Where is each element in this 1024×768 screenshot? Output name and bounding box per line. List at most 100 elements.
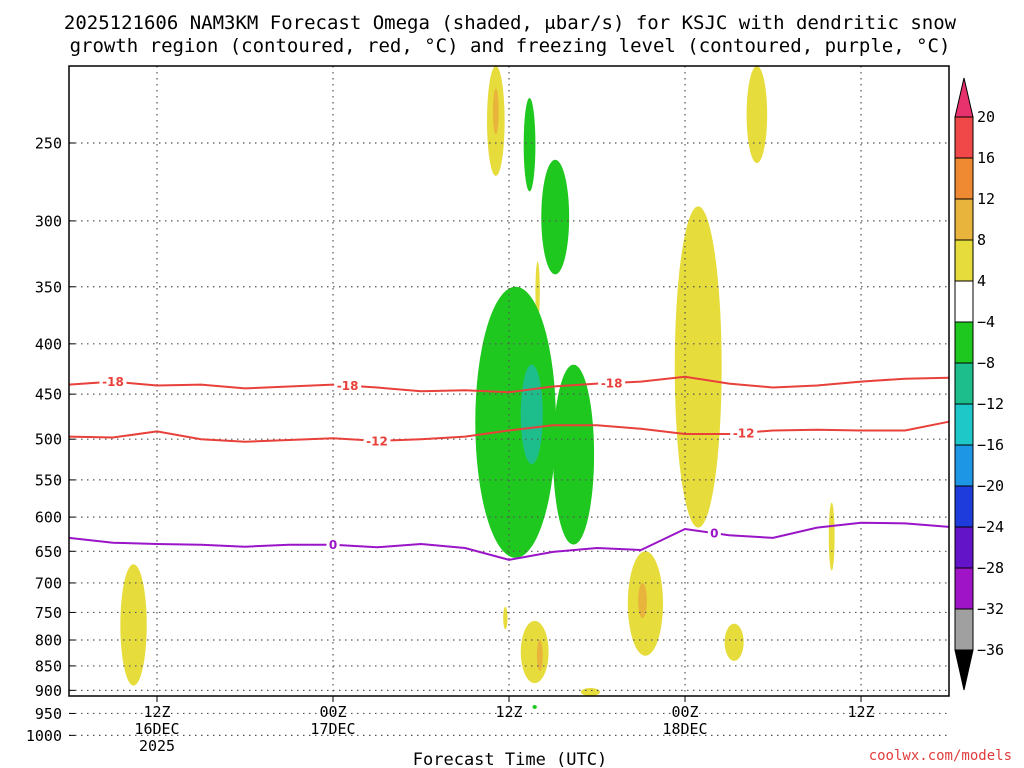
x-tick-label-6-1: 16DEC xyxy=(134,720,179,738)
colorbar-box-4 xyxy=(954,280,974,323)
contour-line-0 xyxy=(68,375,950,394)
colorbar-label-0: 20 xyxy=(977,108,995,126)
omega-region-19 xyxy=(532,704,537,709)
colorbar-box-2 xyxy=(954,198,974,241)
contour-line-1 xyxy=(68,420,950,443)
colorbar-label-8: −16 xyxy=(977,436,1004,454)
contour-label-bg xyxy=(707,526,721,541)
colorbar: 20 16 12 8 4 −4 −8 −12 −16 −20 −24 −28 −32 −36 xyxy=(954,77,1004,691)
y-tick-label-350: 350 xyxy=(35,278,62,296)
plot-area: -18 -18 -18 -12 -12 0 0 xyxy=(68,65,950,736)
contour-label-0-1: -18 xyxy=(337,379,359,393)
y-tick-label-500: 500 xyxy=(35,431,62,449)
colorbar-label-2: 12 xyxy=(977,190,995,208)
colorbar-box-12 xyxy=(954,608,974,651)
x-tick-label-42-0: 00Z xyxy=(671,703,698,721)
contour-line-2 xyxy=(68,521,950,561)
omega-region-2 xyxy=(523,97,536,192)
y-tick-label-600: 600 xyxy=(35,509,62,527)
colorbar-label-4: 4 xyxy=(977,272,986,290)
x-tick-label-18-0: 00Z xyxy=(319,703,346,721)
colorbar-box-7 xyxy=(954,403,974,446)
y-tick-label-550: 550 xyxy=(35,471,62,489)
contour-label-2-1: 0 xyxy=(710,527,718,541)
colorbar-top-arrow xyxy=(954,77,974,118)
colorbar-label-6: −8 xyxy=(977,354,995,372)
y-tick-label-800: 800 xyxy=(35,632,62,650)
colorbar-label-3: 8 xyxy=(977,231,986,249)
omega-region-7 xyxy=(520,364,543,465)
colorbar-label-9: −20 xyxy=(977,477,1004,495)
y-tick-label-750: 750 xyxy=(35,604,62,622)
contour-label-1-1: -12 xyxy=(733,426,755,440)
contour-lines: -18 -18 -18 -12 -12 0 0 xyxy=(68,374,950,561)
colorbar-label-1: 16 xyxy=(977,149,995,167)
colorbar-label-13: −36 xyxy=(977,641,1004,659)
colorbar-box-9 xyxy=(954,485,974,528)
colorbar-label-7: −12 xyxy=(977,395,1004,413)
chart-title-line-2: growth region (contoured, red, °C) and f… xyxy=(70,35,951,57)
x-tick-label-18-1: 17DEC xyxy=(310,720,355,738)
y-tick-label-700: 700 xyxy=(35,574,62,592)
y-tick-label-650: 650 xyxy=(35,543,62,561)
colorbar-label-12: −32 xyxy=(977,600,1004,618)
credit-text: coolwx.com/models xyxy=(869,748,1012,764)
y-tick-label-1000: 1000 xyxy=(26,727,62,745)
y-tick-label-300: 300 xyxy=(35,212,62,230)
colorbar-label-11: −28 xyxy=(977,559,1004,577)
contour-label-2-0: 0 xyxy=(329,538,337,552)
colorbar-box-10 xyxy=(954,526,974,569)
y-axis-ticks: 250 300 350 400 450 500 550 600 650 700 750 800 850 9… xyxy=(26,135,75,745)
x-tick-label-6-0: 12Z xyxy=(143,703,170,721)
omega-shading xyxy=(120,66,835,709)
grid-lines xyxy=(69,66,949,736)
omega-region-3 xyxy=(541,159,570,275)
omega-region-10 xyxy=(120,564,147,686)
y-tick-label-450: 450 xyxy=(35,386,62,404)
contour-label-bg xyxy=(363,433,391,448)
colorbar-box-11 xyxy=(954,567,974,610)
y-tick-label-950: 950 xyxy=(35,705,62,723)
omega-region-14 xyxy=(536,640,543,671)
omega-region-1 xyxy=(492,88,499,135)
x-tick-label-42-1: 18DEC xyxy=(662,720,707,738)
colorbar-bottom-arrow xyxy=(954,649,974,691)
colorbar-box-1 xyxy=(954,157,974,200)
contour-label-bg xyxy=(334,378,362,393)
omega-region-6 xyxy=(475,286,556,558)
omega-region-8 xyxy=(553,364,595,545)
colorbar-label-5: −4 xyxy=(977,313,995,331)
y-tick-label-900: 900 xyxy=(35,682,62,700)
omega-region-18 xyxy=(503,606,508,630)
colorbar-box-0 xyxy=(954,116,974,159)
contour-label-bg xyxy=(598,375,626,390)
omega-region-12 xyxy=(638,582,647,619)
contour-label-1-0: -12 xyxy=(366,434,388,448)
omega-region-9 xyxy=(674,206,722,528)
omega-region-13 xyxy=(520,620,549,684)
contour-label-bg xyxy=(326,537,340,552)
y-tick-label-400: 400 xyxy=(35,335,62,353)
colorbar-box-5 xyxy=(954,321,974,364)
y-tick-label-850: 850 xyxy=(35,657,62,675)
omega-region-5 xyxy=(746,66,768,164)
colorbar-box-8 xyxy=(954,444,974,487)
chart-title-line-1: 2025121606 NAM3KM Forecast Omega (shaded… xyxy=(64,12,957,34)
x-tick-label-30-0: 12Z xyxy=(495,703,522,721)
colorbar-box-6 xyxy=(954,362,974,405)
contour-label-0-2: -18 xyxy=(601,376,623,390)
contour-label-bg xyxy=(99,374,127,389)
colorbar-box-3 xyxy=(954,239,974,282)
omega-region-17 xyxy=(580,687,600,696)
contour-label-0-0: -18 xyxy=(102,375,124,389)
omega-region-16 xyxy=(828,502,835,571)
omega-region-15 xyxy=(724,623,744,661)
y-tick-label-250: 250 xyxy=(35,135,62,153)
x-tick-label-6-2: 2025 xyxy=(139,737,175,755)
x-axis-title: Forecast Time (UTC) xyxy=(413,750,607,768)
x-tick-label-54-0: 12Z xyxy=(847,703,874,721)
colorbar-label-10: −24 xyxy=(977,518,1004,536)
contour-label-bg xyxy=(730,425,758,440)
